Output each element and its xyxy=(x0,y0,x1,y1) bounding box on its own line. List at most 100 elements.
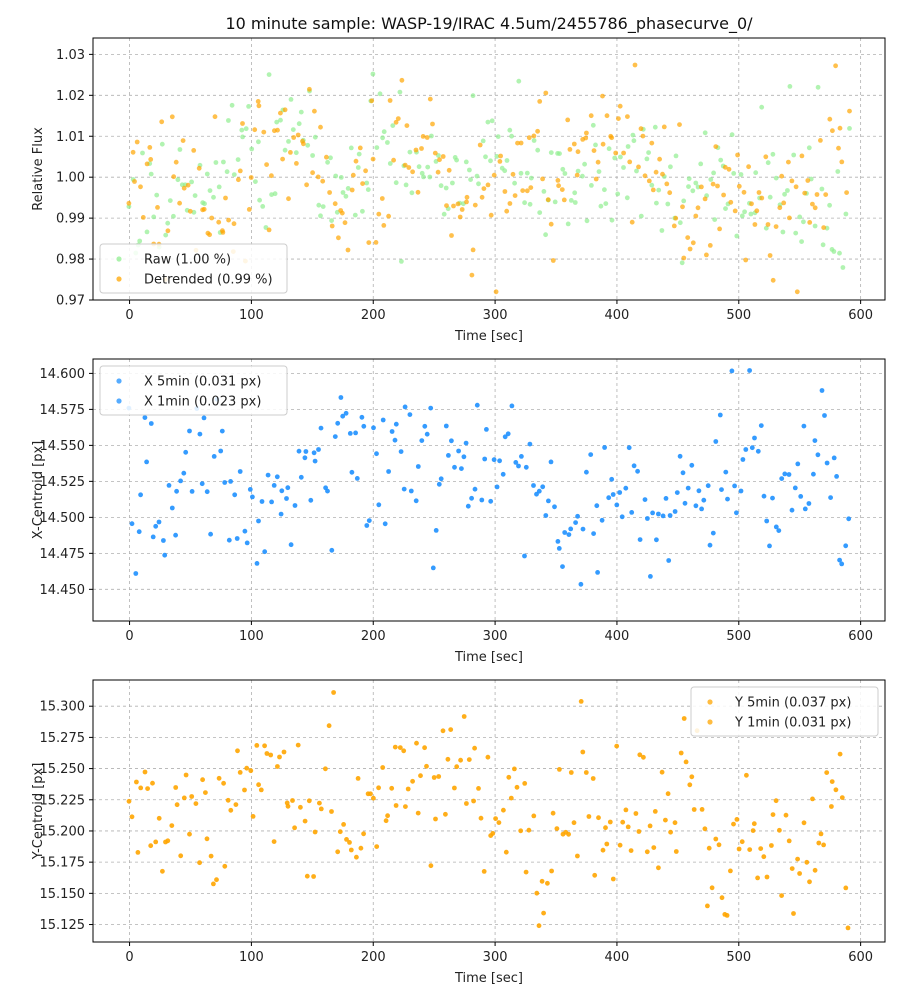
data-point xyxy=(202,201,207,207)
data-point xyxy=(712,217,718,223)
data-point xyxy=(237,168,243,174)
data-point xyxy=(130,149,136,155)
data-point xyxy=(380,135,385,141)
legend-marker xyxy=(707,719,713,725)
y-tick-label: 15.175 xyxy=(40,856,86,871)
data-point xyxy=(735,152,740,158)
data-point xyxy=(298,804,303,810)
data-point xyxy=(338,175,344,180)
data-point xyxy=(181,795,187,801)
data-point xyxy=(310,170,315,176)
data-point xyxy=(583,770,589,775)
data-point xyxy=(777,827,782,833)
data-point xyxy=(621,150,626,156)
data-point xyxy=(335,849,341,855)
data-point xyxy=(383,818,389,824)
data-point xyxy=(461,454,467,460)
data-point xyxy=(713,836,719,842)
data-point xyxy=(604,113,610,119)
data-point xyxy=(786,838,792,844)
data-point xyxy=(285,485,291,491)
y-tick-label: 0.98 xyxy=(56,253,85,268)
data-point xyxy=(718,157,724,163)
data-point xyxy=(393,421,399,427)
data-point xyxy=(779,476,785,481)
data-point xyxy=(340,413,346,419)
data-point xyxy=(562,171,568,176)
data-point xyxy=(656,865,661,871)
data-point xyxy=(187,428,192,434)
data-point xyxy=(349,469,355,475)
data-point xyxy=(424,431,430,437)
axes-frame xyxy=(92,679,886,943)
data-point xyxy=(741,189,747,195)
data-point xyxy=(189,489,195,494)
data-point xyxy=(795,461,801,467)
data-point xyxy=(565,221,571,227)
data-point xyxy=(641,754,646,760)
data-point xyxy=(599,517,605,523)
data-point xyxy=(782,471,788,477)
data-point xyxy=(751,821,757,827)
chart-panel-1: 0 100 200 300 400 500 600 0.97 0.98 0.99 1.00 1.01 1… xyxy=(31,37,886,344)
data-point xyxy=(204,171,210,177)
data-point xyxy=(556,546,562,551)
data-point xyxy=(413,498,419,504)
data-point xyxy=(747,847,753,852)
data-point xyxy=(606,146,612,152)
data-point xyxy=(812,205,818,211)
data-point xyxy=(578,699,584,704)
y-tick-label: 1.00 xyxy=(56,171,85,186)
data-point xyxy=(327,190,332,195)
data-point xyxy=(278,110,283,116)
data-point xyxy=(516,78,522,84)
legend: X 5min (0.031 px) X 1min (0.023 px) xyxy=(99,365,288,416)
data-point xyxy=(365,187,371,193)
data-point xyxy=(389,785,395,791)
data-point xyxy=(402,162,408,168)
data-point xyxy=(464,801,469,806)
data-point xyxy=(582,161,587,167)
y-tick-label: 1.03 xyxy=(56,48,85,63)
data-point xyxy=(303,449,309,454)
data-point xyxy=(566,831,571,837)
data-point xyxy=(666,558,672,563)
data-point xyxy=(614,502,620,508)
data-point xyxy=(661,124,667,130)
data-point xyxy=(350,172,356,178)
data-point xyxy=(208,853,214,859)
data-point xyxy=(240,121,245,126)
x-tick-label: 0 xyxy=(125,629,133,644)
data-point xyxy=(584,130,589,136)
data-point xyxy=(390,123,396,128)
data-point xyxy=(575,168,581,174)
y-tick-label: 14.450 xyxy=(40,583,86,598)
data-point xyxy=(463,159,469,165)
data-point xyxy=(441,211,447,217)
data-point xyxy=(298,474,304,480)
data-point xyxy=(403,804,408,809)
data-point xyxy=(393,119,399,125)
data-point xyxy=(173,785,179,790)
data-point xyxy=(665,201,671,207)
data-point xyxy=(526,827,532,833)
data-point xyxy=(822,413,827,418)
data-point xyxy=(767,543,772,549)
data-point xyxy=(344,837,349,842)
data-point xyxy=(568,526,574,532)
data-point xyxy=(636,829,642,834)
y-axis-label: Y-Centroid [px] xyxy=(31,763,46,861)
data-point xyxy=(677,453,683,459)
data-point xyxy=(326,723,332,729)
data-point xyxy=(680,204,685,210)
data-point xyxy=(831,249,837,254)
data-point xyxy=(204,489,210,495)
data-point xyxy=(705,483,711,489)
data-point xyxy=(240,134,246,140)
data-point xyxy=(221,780,227,786)
data-point xyxy=(223,195,228,201)
data-point xyxy=(264,162,269,168)
data-point xyxy=(827,116,833,122)
data-point xyxy=(366,240,372,246)
data-point xyxy=(373,240,379,245)
